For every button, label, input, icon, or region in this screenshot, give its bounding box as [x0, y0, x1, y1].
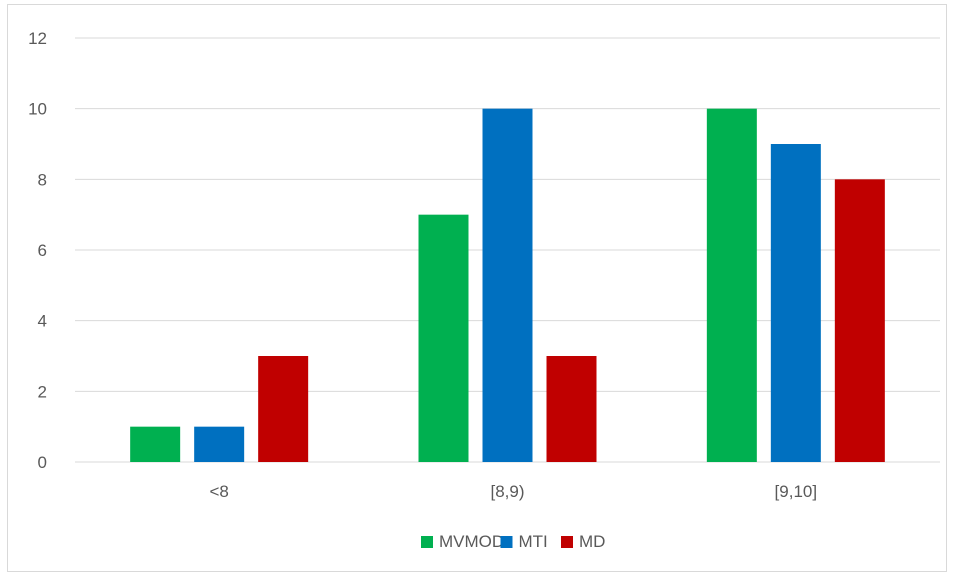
- bar-mvmod: [706, 108, 757, 463]
- bar-md: [546, 356, 597, 462]
- legend-item-mti: MTI: [500, 532, 548, 551]
- legend-item-mvmod: MVMOD: [421, 532, 504, 551]
- y-tick-label: 10: [28, 100, 47, 119]
- bar-mvmod: [130, 426, 181, 462]
- x-tick-label: [9,10]: [775, 482, 818, 501]
- legend-swatch: [421, 536, 433, 548]
- legend-item-md: MD: [561, 532, 605, 551]
- y-tick-label: 2: [38, 382, 47, 401]
- bar-mti: [194, 426, 245, 462]
- bar-mti: [482, 108, 533, 463]
- legend-label: MD: [579, 532, 605, 551]
- bar-md: [258, 356, 309, 462]
- bar-mti: [770, 144, 821, 462]
- x-axis-tick-labels: <8 [8,9) [9,10]: [209, 482, 817, 501]
- legend-label: MTI: [519, 532, 548, 551]
- y-tick-label: 4: [38, 312, 47, 331]
- y-axis-tick-labels: 0 2 4 6 8 10 12: [28, 29, 47, 472]
- legend-swatch: [500, 536, 513, 548]
- bars: [130, 108, 885, 463]
- y-tick-label: 12: [28, 29, 47, 48]
- y-tick-label: 0: [38, 453, 47, 472]
- y-tick-label: 6: [38, 241, 47, 260]
- bar-md: [834, 179, 885, 463]
- x-tick-label: <8: [209, 482, 228, 501]
- x-tick-label: [8,9): [490, 482, 524, 501]
- bar-mvmod: [418, 214, 469, 462]
- y-tick-label: 8: [38, 170, 47, 189]
- legend: MVMOD MTI MD: [421, 532, 605, 551]
- legend-swatch: [561, 536, 573, 548]
- legend-label: MVMOD: [439, 532, 504, 551]
